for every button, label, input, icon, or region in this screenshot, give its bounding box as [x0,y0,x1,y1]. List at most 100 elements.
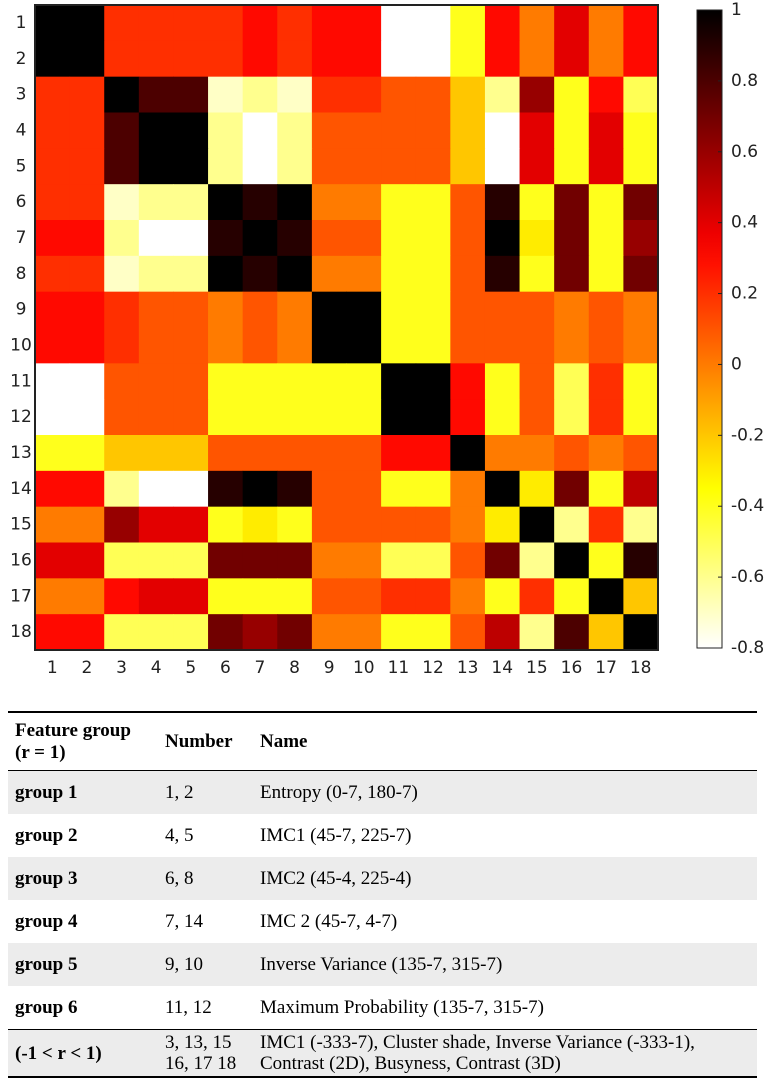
heatmap-cell [242,255,278,293]
heatmap-cell [311,327,347,364]
heatmap-cell [554,578,590,615]
heatmap-cell [588,399,624,436]
heatmap-cell [69,148,105,185]
heatmap-cell [277,220,313,257]
heatmap-cell [484,399,521,436]
heatmap-cell [519,148,555,185]
heatmap-cell [138,184,174,221]
heatmap-cell [242,184,278,221]
heatmap-cell [69,76,105,113]
heatmap-cell [415,255,451,293]
y-tick-label: 1 [16,13,27,33]
heatmap-cell [623,578,659,615]
heatmap-cell [346,363,382,400]
heatmap-cell [450,470,486,508]
heatmap-cell [346,255,382,293]
table-row: group 5 9, 10 Inverse Variance (135-7, 315… [8,943,757,986]
heatmap-cell [623,470,659,508]
heatmap-cell [554,435,590,472]
heatmap-cell [277,578,313,615]
heatmap-cell [311,148,347,185]
heatmap-cell [35,184,71,221]
heatmap-cell [69,363,105,400]
heatmap-cell [450,76,486,113]
heatmap-cell [623,291,659,328]
x-tick-label: 9 [324,658,335,678]
heatmap-cell [554,470,590,508]
heatmap-cell [242,220,278,257]
table-cell: IMC1 (45-7, 225-7) [260,824,412,846]
heatmap-cell [623,40,659,78]
heatmap-cell [138,327,174,364]
heatmap-cell [519,5,555,42]
heatmap-cell [35,399,71,436]
heatmap-cell [554,542,590,579]
heatmap-cell [35,148,71,185]
heatmap-cell [311,76,347,113]
y-tick-label: 18 [10,622,32,642]
heatmap-cell [450,399,486,436]
heatmap-cell [173,506,209,543]
heatmap-cell [208,148,244,185]
heatmap-cell [138,255,174,293]
heatmap-cell [415,435,451,472]
heatmap-cell [588,470,624,508]
heatmap-cell [450,435,486,472]
heatmap-cell [173,76,209,113]
heatmap-cell [519,435,555,472]
header-row: Feature group (r = 1) Number Name [8,712,757,771]
heatmap-cell [554,184,590,221]
table-cell: 4, 5 [165,824,194,846]
heatmap-cell [277,40,313,78]
y-tick-label: 2 [16,49,27,69]
heatmap-cell [623,399,659,436]
heatmap-cell [277,542,313,579]
heatmap-cell [242,112,278,149]
plot-frame [34,4,659,651]
heatmap-cell [484,470,521,508]
table-cell: 6, 8 [158,857,253,900]
heatmap-cell [623,255,659,293]
heatmap-cell [346,327,382,364]
heatmap-cell [450,255,486,293]
table-cell: group 4 [15,910,78,932]
heatmap-cell [346,220,382,257]
table-cell: group 3 [8,857,158,900]
heatmap-cell [381,363,417,400]
heatmap-cell [242,614,278,651]
heatmap-cell [173,363,209,400]
colorbar-tick-label: -0.6 [731,567,764,587]
heatmap-cell [138,5,174,42]
table-cell: Maximum Probability (135-7, 315-7) [260,996,544,1018]
heatmap-cell [450,291,486,328]
x-tick-label: 10 [353,658,375,678]
heatmap-cell [208,435,244,472]
heatmap-cell [346,470,382,508]
heatmap-cell [588,327,624,364]
heatmap-cell [277,399,313,436]
heatmap-cell [623,184,659,221]
heatmap-cell [623,220,659,257]
heatmap-cell [415,112,451,149]
heatmap-cell [415,5,451,42]
heatmap-cell [69,255,105,293]
heatmap-cell [415,578,451,615]
heatmap-cell [277,506,313,543]
heatmap-cell [381,148,417,185]
heatmap-cell [519,506,555,543]
heatmap-cell [35,614,71,651]
heatmap-cell [311,506,347,543]
table-row: (-1 < r < 1) 3, 13, 15 16, 17 18 IMC1 (-33… [8,1029,757,1077]
table-row: group 2 4, 5 IMC1 (45-7, 225-7) [8,814,757,857]
heatmap-cell [173,435,209,472]
heatmap-cell [554,148,590,185]
table-cell: 7, 14 [165,910,203,932]
heatmap-cell [415,184,451,221]
heatmap-cell [35,255,71,293]
heatmap-cell [138,220,174,257]
heatmap-cell [173,327,209,364]
heatmap-cell [450,542,486,579]
x-tick-label: 14 [491,658,513,678]
heatmap-cell [381,76,417,113]
heatmap-cell [519,220,555,257]
